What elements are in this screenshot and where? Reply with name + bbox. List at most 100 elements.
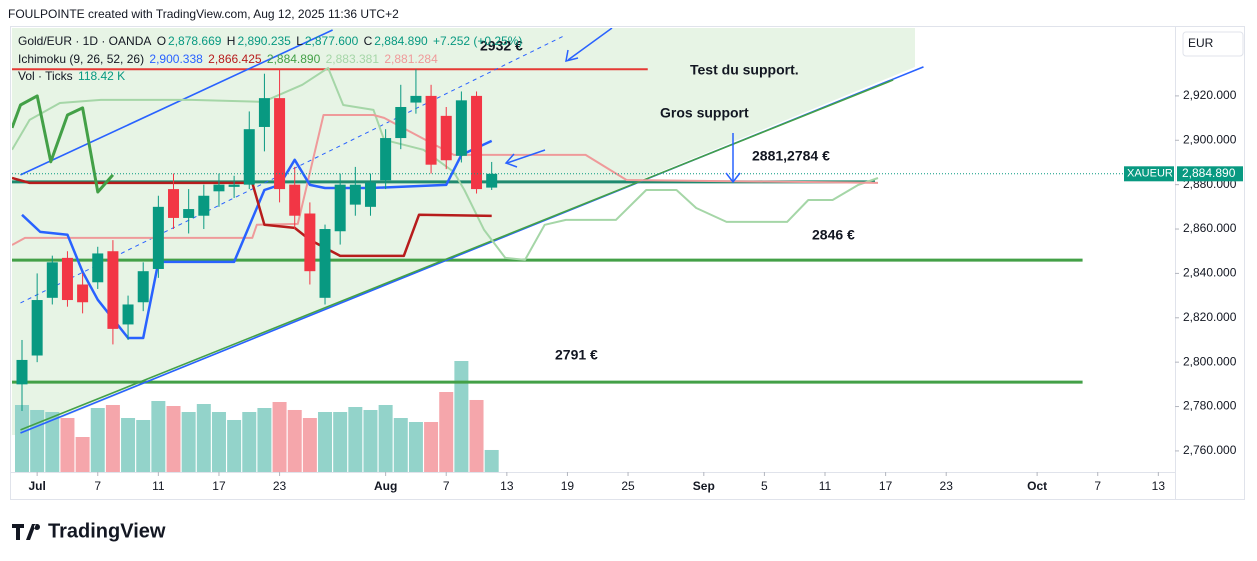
volume-bar (287, 409, 302, 472)
low: 2,877.600 (304, 34, 359, 48)
annotation: Gros support (660, 105, 749, 121)
legend-main: Gold/EUR · 1D · OANDA O 2,878.669 H 2,890.… (18, 34, 524, 48)
volume-bar (151, 400, 166, 472)
candle-body (168, 189, 180, 218)
candle-body (410, 95, 422, 103)
candle-body (380, 138, 392, 181)
volume-bar (60, 418, 75, 472)
trendline (20, 79, 894, 431)
volume-bar (181, 412, 196, 472)
volume-bar (211, 412, 226, 472)
candle-body (486, 173, 498, 188)
volume-bar (121, 418, 136, 472)
volume-bar (14, 404, 29, 472)
arrow-head (504, 153, 518, 168)
h-label: H (226, 34, 236, 48)
y-tick-label: 2,780.000 (1183, 399, 1237, 413)
candle-body (455, 100, 467, 156)
candle-body (152, 206, 164, 269)
currency-box[interactable] (1182, 31, 1244, 57)
volume-bar (257, 408, 272, 472)
candle-body (334, 184, 346, 232)
volume-bar (469, 399, 484, 472)
logo-text: TradingView (48, 520, 166, 542)
x-tick-label: 25 (621, 479, 635, 493)
volume-bar (136, 419, 151, 472)
attribution: FOULPOINTE created with TradingView.com,… (8, 7, 399, 21)
c-label: C (363, 34, 373, 48)
level-label: 2932 € (480, 38, 523, 54)
price-tag-bg (1177, 166, 1243, 182)
volume-bar (318, 412, 333, 472)
level-label: 2881,2784 € (752, 148, 830, 164)
channel-zone (12, 28, 915, 435)
volume-bar (454, 361, 469, 472)
volume-bar (408, 422, 423, 472)
candle-body (349, 184, 361, 205)
frame (10, 26, 1245, 500)
candle-body (198, 195, 210, 216)
candle-body (319, 229, 331, 298)
candle-body (213, 184, 225, 192)
y-tick-label: 2,800.000 (1183, 354, 1237, 368)
candle-body (228, 184, 240, 187)
trendline (20, 29, 333, 176)
candle-body (61, 257, 73, 301)
legend-ichimoku: Ichimoku (9, 26, 52, 26) 2,900.338 2,866… (18, 52, 440, 66)
y-tick-label: 2,760.000 (1183, 443, 1237, 457)
price-tag-symbol: XAUEUR (1127, 168, 1173, 180)
price-tag-symbol-bg (1124, 166, 1174, 182)
currency[interactable]: EUR (1188, 36, 1214, 50)
o-label: O (156, 34, 167, 48)
candle-body (258, 98, 270, 127)
volume-bar (90, 408, 105, 472)
candle-body (46, 262, 58, 298)
indicator-line (12, 176, 492, 258)
volume-bar (424, 422, 439, 472)
logo: TradingView (12, 520, 166, 542)
ichimoku-value: 2,866.425 (208, 52, 262, 66)
candle-body (304, 213, 316, 272)
candle-body (364, 182, 376, 207)
volume-bar (45, 412, 60, 472)
x-tick-label: 23 (940, 479, 954, 493)
volume-bar (196, 404, 211, 472)
change: +7.252 (+0.25%) (433, 34, 523, 48)
trendline (20, 34, 567, 304)
x-tick-label: Aug (374, 479, 397, 493)
x-tick-label: 13 (1152, 479, 1166, 493)
x-tick-label: 11 (819, 479, 832, 493)
x-tick-label: 5 (761, 479, 768, 493)
arrow-head (725, 172, 741, 184)
candle-body (137, 271, 149, 303)
indicator-line (12, 66, 879, 261)
volume-bar (105, 404, 120, 472)
volume-bar (484, 449, 499, 472)
y-tick-label: 2,920.000 (1183, 88, 1237, 102)
candle-body (77, 284, 89, 303)
candle-body (183, 209, 195, 218)
annotation: Test du support. (690, 62, 799, 78)
y-tick-label: 2,840.000 (1183, 266, 1237, 280)
x-tick-label: Sep (693, 479, 715, 493)
legend-volume: Vol · Ticks 118.42 K (18, 69, 127, 83)
x-tick-label: 7 (443, 479, 450, 493)
symbol: Gold/EUR · 1D · OANDA (18, 34, 152, 48)
annotations: 2932 € 2881,2784 € 2846 € 2791 € Test du… (480, 38, 855, 363)
volume-bar (363, 409, 378, 472)
y-tick-label: 2,900.000 (1183, 132, 1237, 146)
indicator-line (12, 114, 879, 246)
volume-bar (348, 407, 363, 472)
ichimoku: Ichimoku (9, 26, 52, 26) (18, 52, 145, 66)
l-label: L (296, 34, 303, 48)
candle-body (425, 95, 437, 165)
volume-bar (75, 437, 90, 472)
candle-body (92, 253, 104, 283)
x-tick-label: 7 (94, 479, 101, 493)
candle-body (107, 251, 119, 329)
volume-label: Vol · Ticks (18, 69, 73, 83)
arrow-head (565, 49, 579, 63)
price-tag: XAUEUR 2,884.890 (1124, 166, 1243, 182)
